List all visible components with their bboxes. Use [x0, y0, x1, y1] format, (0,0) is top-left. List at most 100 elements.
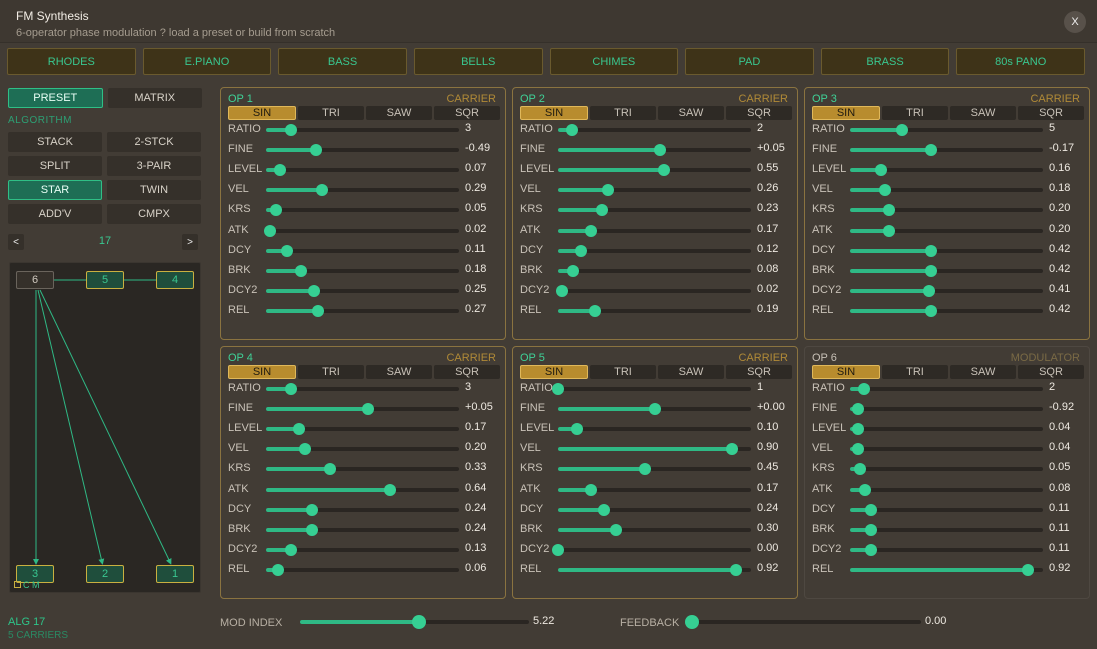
param-slider-level[interactable]	[558, 423, 751, 436]
slider-thumb[interactable]	[725, 443, 738, 456]
param-slider-fine[interactable]	[850, 403, 1043, 416]
preset-button-brass[interactable]: BRASS	[820, 48, 950, 75]
slider-thumb[interactable]	[857, 383, 870, 395]
waveform-button-saw[interactable]: SAW	[950, 106, 1016, 120]
slider-thumb[interactable]	[729, 563, 742, 576]
slider-thumb[interactable]	[853, 463, 866, 476]
preset-button-bass[interactable]: BASS	[278, 48, 407, 75]
slider-thumb[interactable]	[851, 443, 864, 456]
slider-thumb[interactable]	[271, 563, 284, 576]
slider-thumb[interactable]	[310, 144, 323, 157]
param-slider-atk[interactable]	[850, 224, 1043, 237]
slider-thumb[interactable]	[851, 403, 864, 416]
param-slider-fine[interactable]	[558, 144, 751, 157]
slider-thumb[interactable]	[285, 124, 298, 136]
slider-thumb[interactable]	[285, 383, 298, 395]
algorithm-button-twin[interactable]: TWIN	[107, 180, 201, 200]
param-slider-rel[interactable]	[558, 304, 751, 317]
diagram-op-6[interactable]: 6	[16, 271, 54, 289]
algorithm-button-star[interactable]: STAR	[8, 180, 102, 200]
param-slider-fine[interactable]	[266, 403, 459, 416]
slider-thumb[interactable]	[654, 144, 667, 157]
param-slider-ratio[interactable]	[558, 124, 751, 136]
param-slider-dcy[interactable]	[850, 244, 1043, 257]
slider-thumb[interactable]	[1021, 563, 1034, 576]
matrix-mode-tab[interactable]: MATRIX	[107, 88, 202, 108]
slider-thumb[interactable]	[602, 184, 615, 197]
waveform-button-tri[interactable]: TRI	[590, 106, 656, 120]
param-slider-dcy[interactable]	[558, 503, 751, 516]
slider-thumb[interactable]	[648, 403, 661, 416]
slider-thumb[interactable]	[273, 164, 286, 177]
slider-thumb[interactable]	[323, 463, 336, 476]
diagram-op-5[interactable]: 5	[86, 271, 124, 289]
waveform-button-sin[interactable]: SIN	[812, 365, 880, 379]
mod-index-thumb[interactable]	[412, 615, 427, 629]
diagram-op-2[interactable]: 2	[86, 565, 124, 583]
param-slider-dcy2[interactable]	[850, 543, 1043, 556]
slider-thumb[interactable]	[925, 304, 938, 317]
param-slider-vel[interactable]	[266, 443, 459, 456]
slider-thumb[interactable]	[584, 483, 597, 496]
diagram-op-4[interactable]: 4	[156, 271, 194, 289]
param-slider-rel[interactable]	[266, 304, 459, 317]
slider-thumb[interactable]	[596, 204, 609, 217]
algorithm-button-split[interactable]: SPLIT	[8, 156, 102, 176]
param-slider-rel[interactable]	[558, 563, 751, 576]
waveform-button-saw[interactable]: SAW	[950, 365, 1016, 379]
algorithm-button-cmpx[interactable]: CMPX	[107, 204, 201, 224]
param-slider-vel[interactable]	[558, 184, 751, 197]
waveform-button-sin[interactable]: SIN	[520, 365, 588, 379]
param-slider-vel[interactable]	[850, 443, 1043, 456]
close-button[interactable]: X	[1064, 11, 1086, 33]
waveform-button-tri[interactable]: TRI	[298, 106, 364, 120]
param-slider-brk[interactable]	[266, 264, 459, 277]
param-slider-brk[interactable]	[850, 523, 1043, 536]
param-slider-atk[interactable]	[266, 483, 459, 496]
slider-thumb[interactable]	[555, 284, 568, 297]
slider-thumb[interactable]	[315, 184, 328, 197]
slider-thumb[interactable]	[882, 224, 895, 237]
waveform-button-sqr[interactable]: SQR	[434, 365, 500, 379]
param-slider-dcy2[interactable]	[266, 543, 459, 556]
param-slider-brk[interactable]	[266, 523, 459, 536]
prev-algorithm-button[interactable]: <	[8, 234, 24, 250]
param-slider-atk[interactable]	[263, 224, 459, 237]
param-slider-level[interactable]	[850, 423, 1043, 436]
preset-button-pad[interactable]: PAD	[685, 48, 814, 75]
param-slider-dcy2[interactable]	[266, 284, 459, 297]
param-slider-atk[interactable]	[558, 224, 751, 237]
waveform-button-sqr[interactable]: SQR	[1018, 365, 1084, 379]
slider-thumb[interactable]	[584, 224, 597, 237]
slider-thumb[interactable]	[882, 204, 895, 217]
slider-thumb[interactable]	[575, 244, 588, 257]
slider-thumb[interactable]	[896, 124, 909, 136]
waveform-button-sin[interactable]: SIN	[812, 106, 880, 120]
slider-thumb[interactable]	[269, 204, 282, 217]
param-slider-krs[interactable]	[558, 463, 751, 476]
slider-thumb[interactable]	[865, 543, 878, 556]
slider-thumb[interactable]	[571, 423, 584, 436]
waveform-button-saw[interactable]: SAW	[658, 365, 724, 379]
slider-thumb[interactable]	[308, 284, 321, 297]
waveform-button-sin[interactable]: SIN	[228, 106, 296, 120]
param-slider-ratio[interactable]	[850, 124, 1043, 136]
param-slider-krs[interactable]	[850, 463, 1043, 476]
slider-thumb[interactable]	[925, 244, 938, 257]
slider-thumb[interactable]	[383, 483, 396, 496]
slider-thumb[interactable]	[362, 403, 375, 416]
param-slider-level[interactable]	[266, 164, 459, 177]
param-slider-dcy2[interactable]	[555, 284, 751, 297]
preset-mode-tab[interactable]: PRESET	[8, 88, 103, 108]
slider-thumb[interactable]	[292, 423, 305, 436]
slider-thumb[interactable]	[925, 144, 938, 157]
param-slider-dcy2[interactable]	[552, 543, 751, 556]
slider-thumb[interactable]	[865, 503, 878, 516]
diagram-op-1[interactable]: 1	[156, 565, 194, 583]
waveform-button-saw[interactable]: SAW	[366, 106, 432, 120]
waveform-button-sqr[interactable]: SQR	[434, 106, 500, 120]
param-slider-dcy[interactable]	[850, 503, 1043, 516]
param-slider-vel[interactable]	[558, 443, 751, 456]
preset-button-rhodes[interactable]: RHODES	[7, 48, 136, 75]
slider-thumb[interactable]	[923, 284, 936, 297]
